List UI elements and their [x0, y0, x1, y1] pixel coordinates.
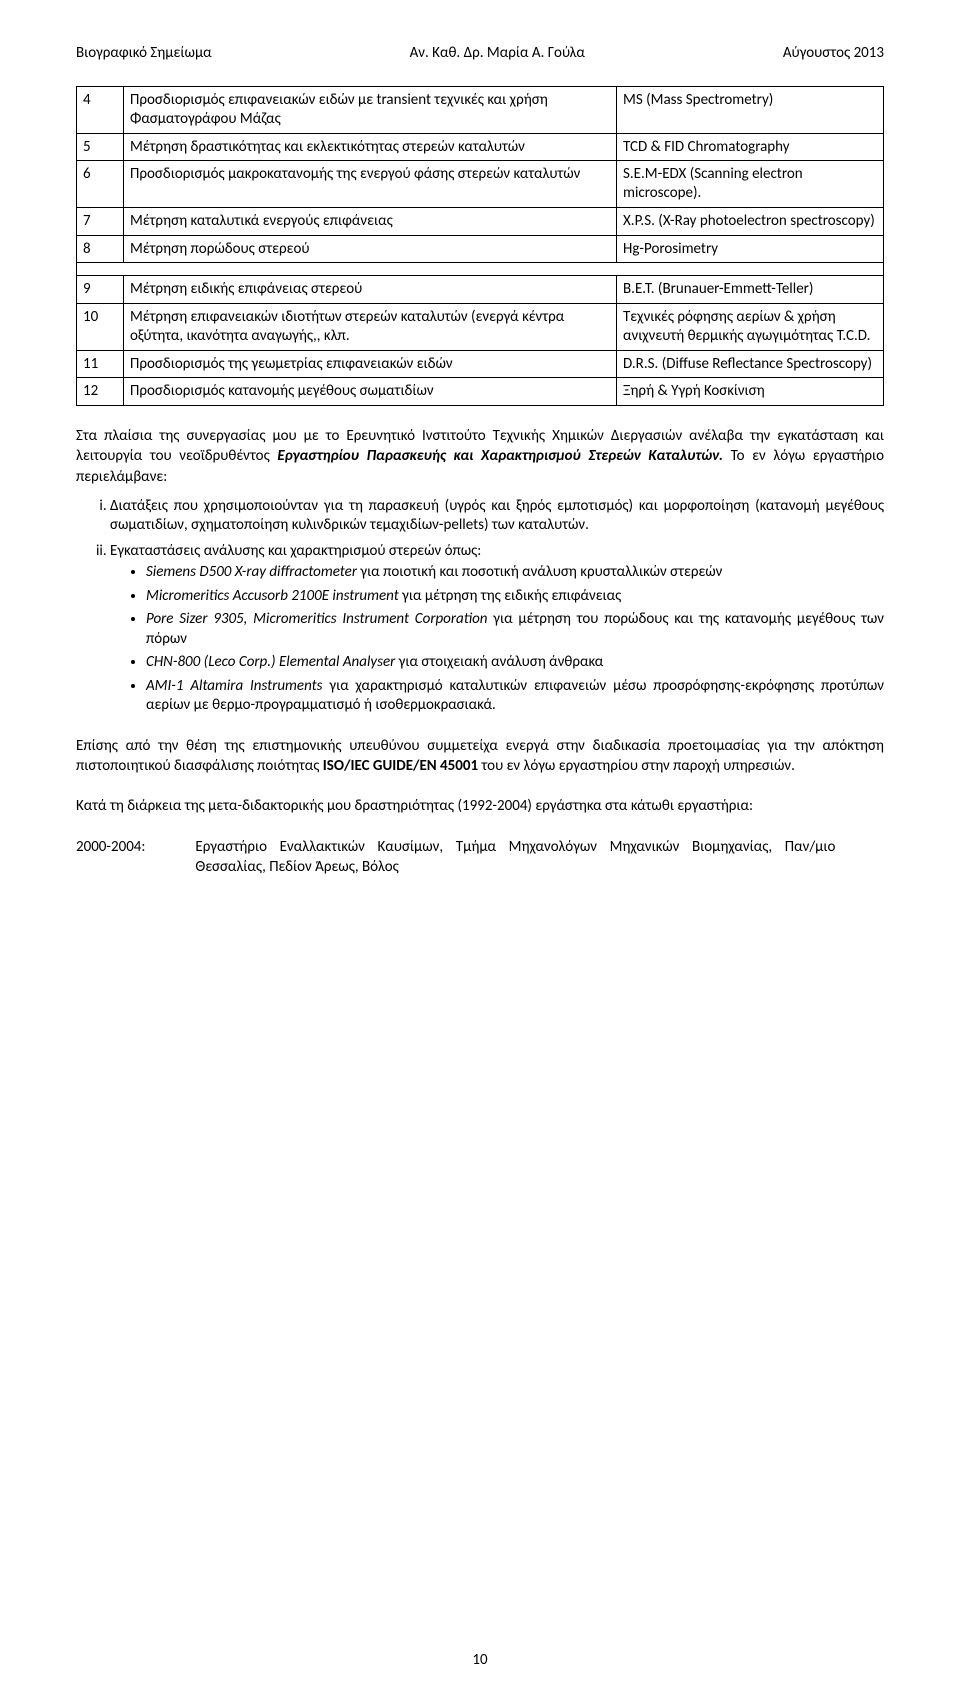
row-description: Προσδιορισμός κατανομής μεγέθους σωματιδ…: [124, 378, 617, 406]
row-method: X.P.S. (X-Ray photoelectron spectroscopy…: [617, 207, 884, 235]
list-item: Micromeritics Accusorb 2100E instrument …: [146, 587, 884, 607]
list-item: AMI-1 Altamira Instruments για χαρακτηρι…: [146, 677, 884, 716]
list-item: Pore Sizer 9305, Micromeritics Instrumen…: [146, 610, 884, 649]
table-row: 6Προσδιορισμός μακροκατανομής της ενεργο…: [77, 161, 884, 208]
row-number: 5: [77, 133, 124, 161]
years-text: Εργαστήριο Εναλλακτικών Καυσίμων, Τμήμα …: [195, 837, 835, 878]
para2-post: του εν λόγω εργαστηρίου στην παροχή υπηρ…: [478, 757, 795, 775]
bullet-list: Siemens D500 X-ray diffractometer για πο…: [110, 563, 884, 716]
bullet-italic: AMI-1 Altamira Instruments: [146, 677, 323, 695]
row-description: Προσδιορισμός μακροκατανομής της ενεργού…: [124, 161, 617, 208]
row-number: 4: [77, 87, 124, 134]
table-row: 11Προσδιορισμός της γεωμετρίας επιφανεια…: [77, 350, 884, 378]
roman-list: Διατάξεις που χρησιμοποιούνταν για τη πα…: [76, 497, 884, 716]
row-method: Ξηρή & Υγρή Κοσκίνιση: [617, 378, 884, 406]
table-row: 4Προσδιορισμός επιφανειακών ειδών με tra…: [77, 87, 884, 134]
row-number: 12: [77, 378, 124, 406]
list-item: Siemens D500 X-ray diffractometer για πο…: [146, 563, 884, 583]
table-row: 5Μέτρηση δραστικότητας και εκλεκτικότητα…: [77, 133, 884, 161]
characterization-table: 4Προσδιορισμός επιφανειακών ειδών με tra…: [76, 86, 884, 406]
list-item-ii: Εγκαταστάσεις ανάλυσης και χαρακτηρισμού…: [110, 542, 884, 716]
bullet-text: για στοιχειακή ανάλυση άνθρακα: [395, 653, 603, 671]
row-description: Μέτρηση πορώδους στερεού: [124, 235, 617, 263]
header-right: Αύγουστος 2013: [783, 44, 884, 62]
bullet-text: για μέτρηση της ειδικής επιφάνειας: [399, 587, 622, 605]
table-row: 12Προσδιορισμός κατανομής μεγέθους σωματ…: [77, 378, 884, 406]
row-method: MS (Mass Spectrometry): [617, 87, 884, 134]
list-item-i: Διατάξεις που χρησιμοποιούνταν για τη πα…: [110, 497, 884, 536]
table-row: 10Μέτρηση επιφανειακών ιδιοτήτων στερεών…: [77, 304, 884, 351]
table-row: 9Μέτρηση ειδικής επιφάνειας στερεούB.E.T…: [77, 276, 884, 304]
paragraph-1: Στα πλαίσια της συνεργασίας μου με το Ερ…: [76, 426, 884, 487]
row-method: TCD & FID Chromatography: [617, 133, 884, 161]
page: Βιογραφικό Σημείωμα Αν. Καθ. Δρ. Μαρία Α…: [0, 0, 960, 1689]
row-method: D.R.S. (Diffuse Reflectance Spectroscopy…: [617, 350, 884, 378]
paragraph-2: Επίσης από την θέση της επιστημονικής υπ…: [76, 736, 884, 777]
table-gap: [77, 263, 884, 276]
table-row: 7Μέτρηση καταλυτικά ενεργούς επιφάνειαςX…: [77, 207, 884, 235]
row-method: Τεχνικές ρόφησης αερίων & χρήση ανιχνευτ…: [617, 304, 884, 351]
years-block: 2000-2004: Εργαστήριο Εναλλακτικών Καυσί…: [76, 837, 884, 878]
years-range: 2000-2004:: [76, 837, 192, 857]
row-number: 8: [77, 235, 124, 263]
row-description: Μέτρηση καταλυτικά ενεργούς επιφάνειας: [124, 207, 617, 235]
bullet-italic: Micromeritics Accusorb 2100E instrument: [146, 587, 399, 605]
page-number: 10: [0, 1651, 960, 1669]
list-ii-text: Εγκαταστάσεις ανάλυσης και χαρακτηρισμού…: [110, 542, 481, 560]
page-header: Βιογραφικό Σημείωμα Αν. Καθ. Δρ. Μαρία Α…: [76, 44, 884, 62]
row-method: B.E.T. (Brunauer-Emmett-Teller): [617, 276, 884, 304]
row-description: Μέτρηση ειδικής επιφάνειας στερεού: [124, 276, 617, 304]
row-number: 6: [77, 161, 124, 208]
paragraph-3: Κατά τη διάρκεια της μετα-διδακτορικής μ…: [76, 796, 884, 816]
row-number: 7: [77, 207, 124, 235]
bullet-italic: CHN-800 (Leco Corp.) Elemental Analyser: [146, 653, 395, 671]
list-item: CHN-800 (Leco Corp.) Elemental Analyser …: [146, 653, 884, 673]
para1-bold: Εργαστηρίου Παρασκευής και Χαρακτηρισμού…: [277, 447, 723, 465]
row-method: Hg-Porosimetry: [617, 235, 884, 263]
row-method: S.E.M-EDX (Scanning electron microscope)…: [617, 161, 884, 208]
bullet-italic: Pore Sizer 9305, Micromeritics Instrumen…: [146, 610, 488, 628]
row-number: 10: [77, 304, 124, 351]
row-description: Προσδιορισμός της γεωμετρίας επιφανειακώ…: [124, 350, 617, 378]
bullet-italic: Siemens D500 X-ray diffractometer: [146, 563, 360, 581]
header-center: Αν. Καθ. Δρ. Μαρία Α. Γούλα: [410, 44, 585, 62]
row-description: Μέτρηση επιφανειακών ιδιοτήτων στερεών κ…: [124, 304, 617, 351]
para2-bold: ISO/IEC GUIDE/EN 45001: [323, 757, 478, 775]
bullet-text: για ποιοτική και ποσοτική ανάλυση κρυστα…: [360, 563, 722, 581]
row-number: 11: [77, 350, 124, 378]
row-description: Μέτρηση δραστικότητας και εκλεκτικότητας…: [124, 133, 617, 161]
header-left: Βιογραφικό Σημείωμα: [76, 44, 212, 62]
row-number: 9: [77, 276, 124, 304]
table-row: 8Μέτρηση πορώδους στερεούHg-Porosimetry: [77, 235, 884, 263]
row-description: Προσδιορισμός επιφανειακών ειδών με tran…: [124, 87, 617, 134]
